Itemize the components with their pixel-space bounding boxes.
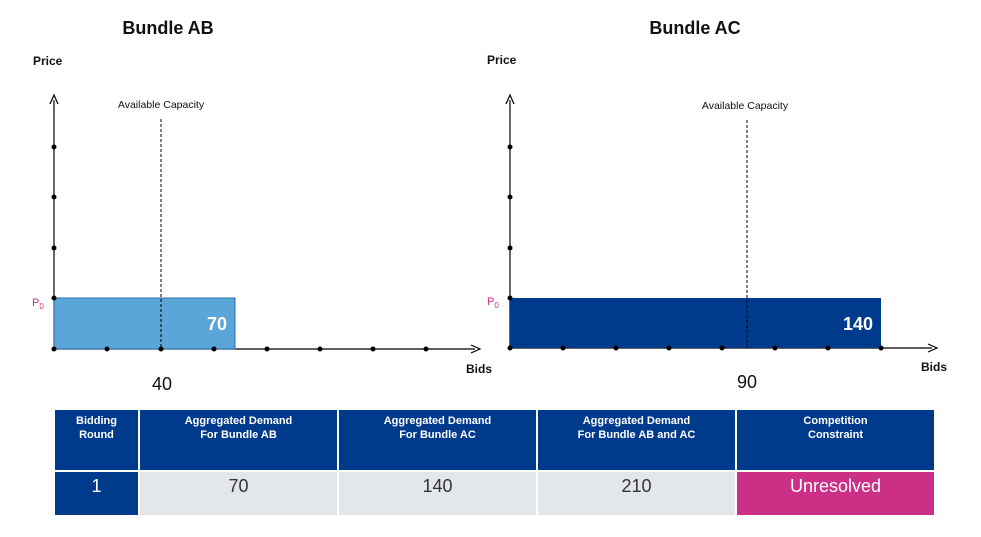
y-axis-ticks-ab bbox=[51, 144, 57, 301]
y-tick-ac bbox=[507, 194, 513, 200]
x-tick-ab bbox=[370, 346, 376, 352]
price-p0-label-ab: P0 bbox=[32, 297, 44, 312]
bundle-charts-svg: 70 140 bbox=[49, 93, 939, 354]
x-tick-ab bbox=[104, 346, 110, 352]
x-axis-label-ac: Bids bbox=[921, 360, 948, 374]
capacity-value-ac: 90 bbox=[736, 372, 758, 392]
x-tick-ac bbox=[560, 345, 566, 351]
header-demand-ac: Aggregated Demand For Bundle AC bbox=[338, 410, 538, 472]
price-p0-label-ac: P0 bbox=[487, 296, 499, 311]
x-tick-ab bbox=[423, 346, 429, 352]
chart-title-bundle-ac: Bundle AC bbox=[649, 18, 741, 38]
y-tick-ac bbox=[507, 295, 513, 301]
cell-demand-ab-ac: 210 bbox=[537, 471, 737, 515]
x-tick-ab bbox=[264, 346, 270, 352]
x-tick-ac bbox=[507, 345, 513, 351]
bar-value-label-ac: 140 bbox=[843, 314, 873, 334]
x-tick-ab bbox=[211, 346, 217, 352]
x-tick-ab bbox=[158, 346, 164, 352]
x-axis-arrow-ac bbox=[927, 343, 939, 353]
chart-title-bundle-ab: Bundle AB bbox=[122, 18, 214, 38]
x-tick-ac bbox=[666, 345, 672, 351]
cell-competition-constraint: Unresolved bbox=[736, 471, 934, 515]
y-axis-arrow-ab bbox=[49, 93, 59, 105]
header-bidding-round: Bidding Round bbox=[55, 410, 140, 472]
x-axis-label-ab: Bids bbox=[466, 362, 493, 376]
bidding-summary-table: Bidding Round Aggregated Demand For Bundle… bbox=[55, 410, 934, 515]
cell-demand-ab: 70 bbox=[139, 471, 339, 515]
bar-value-label-ab: 70 bbox=[207, 314, 227, 334]
table-header-row: Bidding Round Aggregated Demand For Bundle… bbox=[55, 410, 934, 472]
x-tick-ab bbox=[317, 346, 323, 352]
x-tick-ac bbox=[719, 345, 725, 351]
x-tick-ab bbox=[51, 346, 57, 352]
x-tick-ac bbox=[878, 345, 884, 351]
y-tick-ab bbox=[51, 144, 57, 150]
y-tick-ac bbox=[507, 245, 513, 251]
x-axis-ticks-ab bbox=[51, 346, 429, 352]
x-tick-ac bbox=[772, 345, 778, 351]
x-axis-arrow-ab bbox=[470, 344, 482, 354]
y-axis-label-ab: Price bbox=[33, 54, 63, 68]
y-axis-arrow-ac bbox=[505, 93, 515, 105]
cell-demand-ac: 140 bbox=[338, 471, 538, 515]
capacity-label-ac: Available Capacity bbox=[701, 100, 789, 112]
y-tick-ab bbox=[51, 194, 57, 200]
bar-bundle-ab bbox=[53, 297, 236, 350]
header-competition-constraint: Competition Constraint bbox=[736, 410, 934, 472]
capacity-value-ab: 40 bbox=[151, 374, 173, 394]
x-tick-ac bbox=[613, 345, 619, 351]
y-tick-ab bbox=[51, 295, 57, 301]
bar-bundle-ac bbox=[510, 298, 881, 348]
cell-bidding-round: 1 bbox=[55, 471, 140, 515]
x-axis-ticks-ac bbox=[507, 345, 884, 351]
y-axis-ticks-ac bbox=[507, 144, 513, 301]
table-row: 1 70 140 210 Unresolved bbox=[55, 471, 934, 515]
y-tick-ab bbox=[51, 245, 57, 251]
x-tick-ac bbox=[825, 345, 831, 351]
y-axis-label-ac: Price bbox=[487, 53, 517, 67]
header-demand-ab: Aggregated Demand For Bundle AB bbox=[139, 410, 339, 472]
y-tick-ac bbox=[507, 144, 513, 150]
header-demand-ab-ac: Aggregated Demand For Bundle AB and AC bbox=[537, 410, 737, 472]
capacity-label-ab: Available Capacity bbox=[117, 99, 205, 111]
